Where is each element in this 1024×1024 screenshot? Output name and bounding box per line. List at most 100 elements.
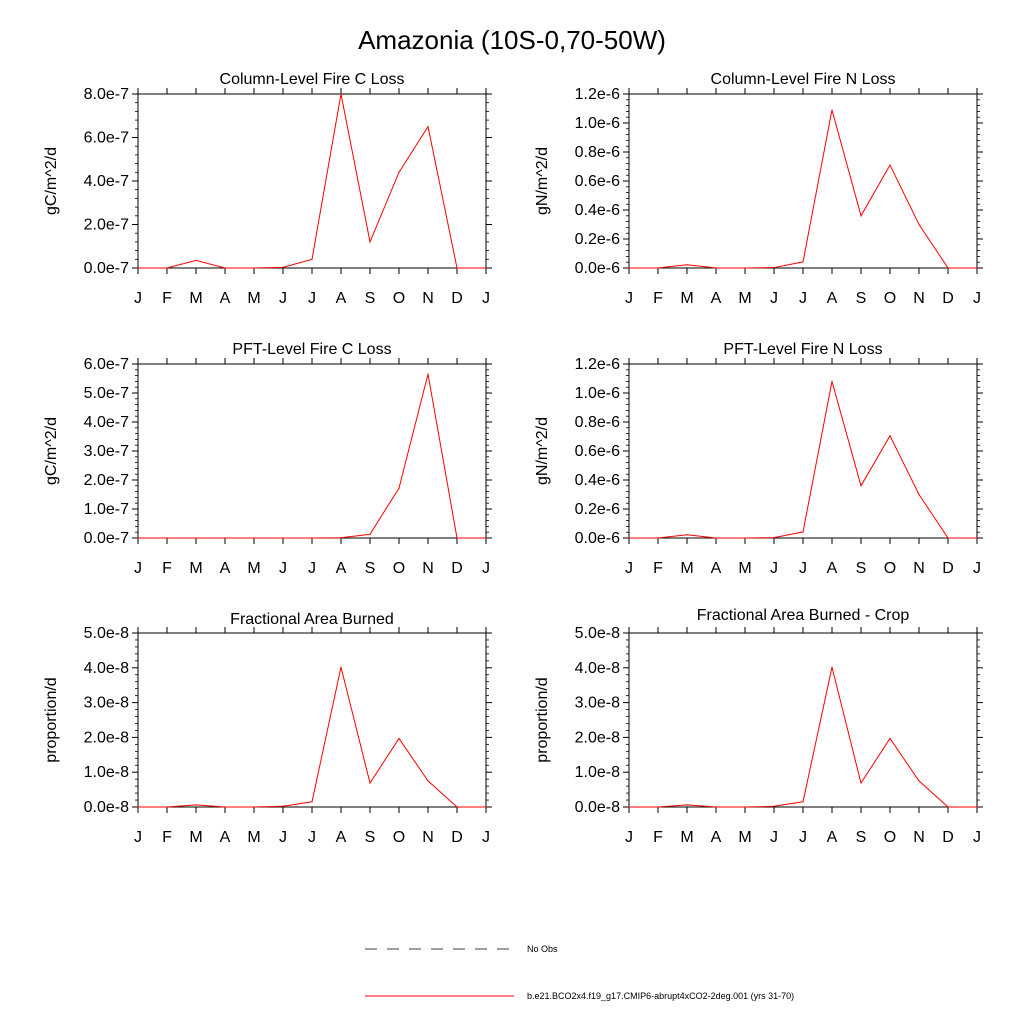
y-tick-label: 0.4e-6 xyxy=(575,202,620,219)
x-tick-label: S xyxy=(856,829,867,846)
x-tick-label: J xyxy=(134,560,142,577)
x-tick-label: A xyxy=(220,560,231,577)
chart-panel-2: Column-Level Fire N Loss gN/m^2/d 0.0e-6 0.… xyxy=(534,71,983,307)
data-point xyxy=(137,267,139,269)
x-tick-label: J xyxy=(308,290,316,307)
y-axis-label: gC/m^2/d xyxy=(43,417,60,485)
x-tick-label: N xyxy=(422,290,434,307)
data-point xyxy=(369,533,371,535)
y-tick-label: 4.0e-7 xyxy=(84,173,129,190)
y-axis-label: gC/m^2/d xyxy=(43,147,60,215)
x-tick-label: M xyxy=(189,290,202,307)
data-point xyxy=(166,267,168,269)
x-tick-label: J xyxy=(973,560,981,577)
x-tick-label: M xyxy=(189,829,202,846)
y-tick-label: 1.0e-7 xyxy=(84,501,129,518)
series-line-1 xyxy=(138,666,486,808)
x-tick-label: S xyxy=(365,560,376,577)
x-tick-label: D xyxy=(451,560,463,577)
data-point xyxy=(773,266,775,269)
y-tick-label: 6.0e-7 xyxy=(84,130,129,147)
x-tick-label: D xyxy=(942,290,954,307)
x-tick-label: A xyxy=(827,290,838,307)
x-tick-label: D xyxy=(942,560,954,577)
x-tick-label: J xyxy=(482,290,490,307)
x-tick-label: O xyxy=(393,290,405,307)
data-point xyxy=(398,737,400,740)
x-tick-label: J xyxy=(279,829,287,846)
data-point xyxy=(224,267,226,269)
data-point xyxy=(456,806,458,808)
data-point xyxy=(485,806,487,808)
y-tick-label: 1.0e-6 xyxy=(575,115,620,132)
y-tick-label: 3.0e-8 xyxy=(84,695,129,712)
data-point xyxy=(628,267,630,269)
x-tick-label: J xyxy=(973,290,981,307)
data-point xyxy=(918,780,920,782)
x-tick-label: J xyxy=(482,829,490,846)
y-axis-label: proportion/d xyxy=(43,677,60,762)
x-tick-label: O xyxy=(884,560,896,577)
data-point xyxy=(918,223,920,226)
data-point xyxy=(427,780,429,782)
data-point xyxy=(282,266,284,268)
y-tick-label: 4.0e-8 xyxy=(575,660,620,677)
y-tick-label: 5.0e-7 xyxy=(84,385,129,402)
data-point xyxy=(947,267,949,269)
data-point xyxy=(282,537,284,539)
data-point xyxy=(166,806,168,808)
x-tick-label: N xyxy=(913,829,925,846)
y-tick-label: 2.0e-8 xyxy=(575,729,620,746)
series-line-1 xyxy=(629,666,977,808)
data-point xyxy=(976,267,978,269)
data-point xyxy=(369,241,371,243)
figure-title: Amazonia (10S-0,70-50W) xyxy=(358,25,666,55)
y-tick-label: 0.8e-6 xyxy=(575,414,620,431)
series-line-1 xyxy=(138,374,486,539)
y-tick-label: 0.0e-6 xyxy=(575,260,620,277)
data-point xyxy=(340,93,342,95)
x-tick-label: J xyxy=(799,829,807,846)
data-point xyxy=(831,380,833,382)
x-tick-label: D xyxy=(942,829,954,846)
x-tick-label: A xyxy=(711,290,722,307)
x-tick-label: A xyxy=(336,290,347,307)
data-point xyxy=(628,806,630,808)
data-point xyxy=(628,537,630,539)
x-tick-label: A xyxy=(711,560,722,577)
data-point xyxy=(715,267,717,269)
data-point xyxy=(427,126,429,128)
data-point xyxy=(369,782,371,784)
x-tick-label: A xyxy=(827,560,838,577)
y-tick-label: 0.8e-6 xyxy=(575,144,620,161)
plot-frame xyxy=(137,93,487,269)
x-tick-label: F xyxy=(162,829,172,846)
x-tick-label: F xyxy=(162,560,172,577)
data-point xyxy=(398,171,400,173)
x-tick-label: M xyxy=(738,290,751,307)
y-tick-label: 1.2e-6 xyxy=(575,86,620,103)
chart-panel-3: PFT-Level Fire C Loss gC/m^2/d 0.0e-7 1.0e-… xyxy=(43,341,492,577)
data-point xyxy=(195,804,197,806)
x-tick-label: F xyxy=(653,560,663,577)
data-point xyxy=(398,487,400,489)
y-tick-label: 3.0e-7 xyxy=(84,443,129,460)
data-point xyxy=(311,258,313,260)
x-tick-label: O xyxy=(393,560,405,577)
y-tick-label: 3.0e-8 xyxy=(575,695,620,712)
chart-panel-4: PFT-Level Fire N Loss gN/m^2/d 0.0e-6 0.2e-… xyxy=(534,341,983,577)
y-tick-label: 2.0e-8 xyxy=(84,729,129,746)
x-tick-label: A xyxy=(711,829,722,846)
data-point xyxy=(744,537,746,539)
panel-title: Fractional Area Burned - Crop xyxy=(697,607,910,624)
y-tick-label: 1.0e-6 xyxy=(575,385,620,402)
x-tick-label: S xyxy=(856,290,867,307)
data-point xyxy=(485,267,487,269)
data-point xyxy=(195,537,197,539)
chart-panel-6: Fractional Area Burned - Crop proportion/… xyxy=(534,607,983,846)
data-point xyxy=(773,536,775,539)
data-point xyxy=(744,806,746,808)
data-point xyxy=(947,537,949,539)
data-point xyxy=(253,806,255,808)
